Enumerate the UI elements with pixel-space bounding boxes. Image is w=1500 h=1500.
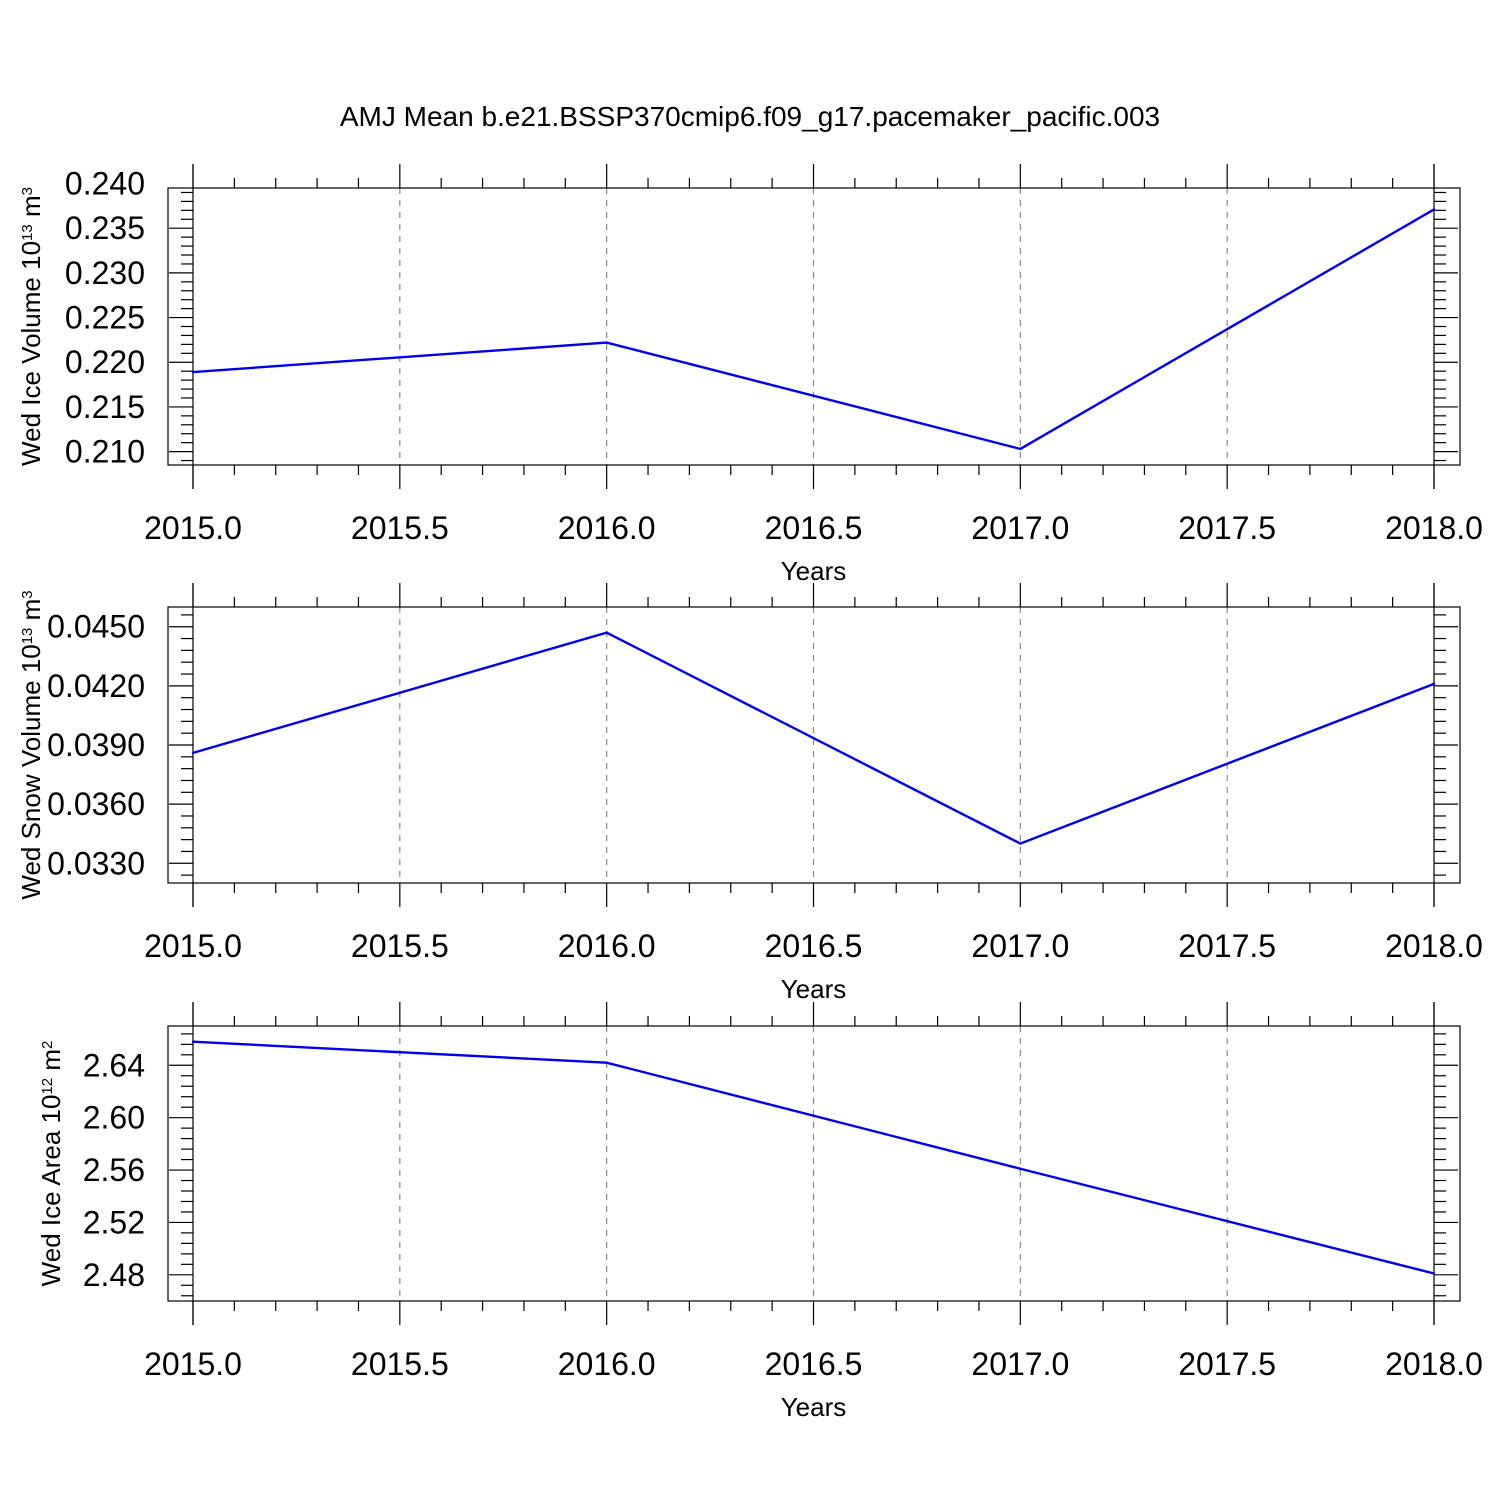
y-tick-label: 2.64 (83, 1047, 145, 1083)
series-line (192, 208, 1435, 451)
x-tick-label: 2018.0 (1385, 928, 1483, 964)
x-axis-label: Years (781, 556, 847, 586)
data-point (1432, 1272, 1436, 1275)
y-axis-label: Wed Ice Volume 1013 m3 (16, 187, 46, 466)
y-tick-label: 0.220 (65, 344, 145, 380)
y-tick-label: 2.52 (83, 1204, 145, 1240)
x-tick-label: 2017.5 (1178, 1346, 1276, 1382)
data-point (1019, 447, 1022, 451)
y-tick-label: 2.56 (83, 1152, 145, 1188)
panel-3: 2015.0 2015.5 2016.0 2016.5 2017.0 2017.5 2018… (36, 1002, 1483, 1422)
x-tick-label: 2016.0 (558, 510, 656, 546)
x-tick-label: 2015.0 (144, 510, 242, 546)
y-tick-label: 2.48 (83, 1257, 145, 1293)
y-tick-label: 0.225 (65, 300, 145, 336)
series-line (192, 631, 1435, 845)
data-point (605, 341, 608, 344)
x-tick-label: 2017.0 (971, 510, 1069, 546)
x-tick-label: 2017.5 (1178, 510, 1276, 546)
x-tick-label: 2015.5 (351, 510, 449, 546)
x-axis-label: Years (781, 974, 847, 1004)
data-point (191, 1040, 195, 1043)
x-tick-label: 2015.5 (351, 1346, 449, 1382)
y-tick-label: 0.0330 (47, 845, 145, 881)
panel-2: 2015.0 2015.5 2016.0 2016.5 2017.0 2017.5 2018… (16, 583, 1483, 1004)
x-tick-label: 2018.0 (1385, 510, 1483, 546)
y-tick-label: 0.0390 (47, 727, 145, 763)
x-tick-label: 2016.5 (765, 510, 863, 546)
x-tick-label: 2018.0 (1385, 1346, 1483, 1382)
x-tick-label: 2016.5 (765, 1346, 863, 1382)
x-tick-label: 2015.0 (144, 1346, 242, 1382)
y-tick-label: 0.0420 (47, 668, 145, 704)
x-axis-label: Years (781, 1392, 847, 1422)
data-point (1019, 842, 1022, 845)
panel-1: 2015.0 2015.5 2016.0 2016.5 2017.0 2017.5 2018… (16, 164, 1483, 586)
x-tick-label: 2017.5 (1178, 928, 1276, 964)
data-point (1432, 208, 1436, 211)
x-tick-label: 2017.0 (971, 1346, 1069, 1382)
data-point (605, 1061, 608, 1064)
data-point (1019, 1167, 1022, 1170)
data-point (191, 370, 195, 374)
y-tick-label: 0.0450 (47, 609, 145, 645)
y-tick-label: 0.215 (65, 389, 145, 425)
y-tick-label: 0.240 (65, 166, 145, 202)
x-tick-label: 2016.0 (558, 928, 656, 964)
data-point (605, 631, 608, 634)
x-tick-label: 2016.0 (558, 1346, 656, 1382)
x-tick-label: 2017.0 (971, 928, 1069, 964)
y-tick-label: 0.230 (65, 255, 145, 291)
data-point (1432, 682, 1436, 686)
series-line (192, 1040, 1435, 1275)
x-tick-label: 2015.5 (351, 928, 449, 964)
x-tick-label: 2015.0 (144, 928, 242, 964)
x-tick-label: 2016.5 (765, 928, 863, 964)
y-tick-label: 2.60 (83, 1100, 145, 1136)
y-tick-label: 0.0360 (47, 786, 145, 822)
data-point (191, 751, 195, 755)
y-tick-label: 0.235 (65, 210, 145, 246)
y-axis-label: Wed Snow Volume 1013 m3 (16, 590, 46, 899)
chart-title: AMJ Mean b.e21.BSSP370cmip6.f09_g17.pace… (340, 101, 1160, 132)
y-axis-label: Wed Ice Area 1012 m2 (36, 1041, 66, 1287)
panels: 2015.0 2015.5 2016.0 2016.5 2017.0 2017.5 2018… (16, 164, 1483, 1422)
y-tick-label: 0.210 (65, 434, 145, 470)
